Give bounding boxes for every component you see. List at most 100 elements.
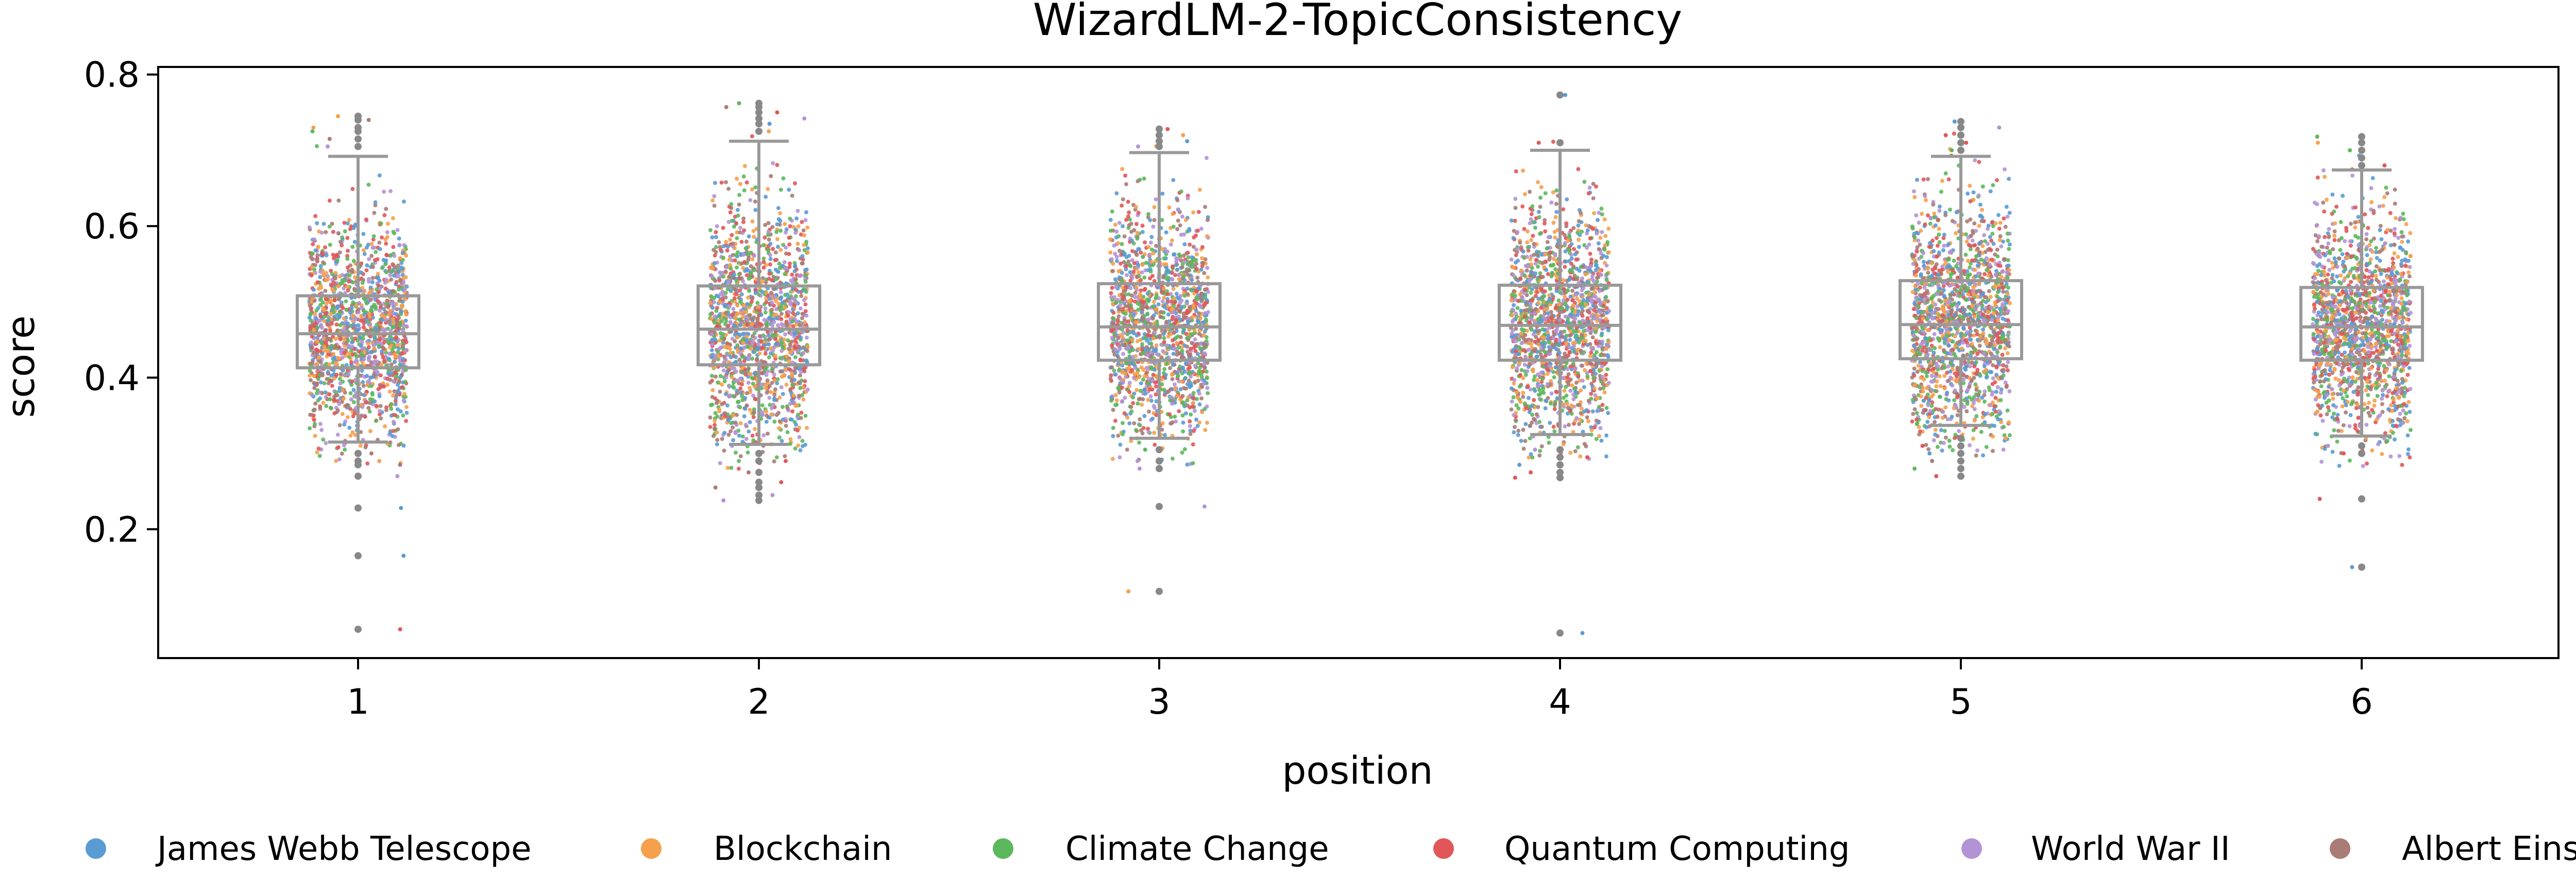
strip-point bbox=[764, 420, 769, 424]
strip-point bbox=[735, 312, 739, 317]
strip-point bbox=[728, 429, 733, 434]
strip-point bbox=[1116, 241, 1120, 246]
strip-point bbox=[787, 347, 791, 351]
strip-point bbox=[755, 316, 760, 321]
strip-point bbox=[390, 434, 395, 438]
strip-point bbox=[1170, 238, 1174, 243]
strip-point bbox=[1199, 396, 1204, 401]
strip-point bbox=[770, 493, 775, 497]
strip-point bbox=[1113, 403, 1118, 407]
strip-point bbox=[710, 305, 715, 310]
strip-point bbox=[1127, 390, 1132, 394]
strip-point bbox=[790, 383, 794, 387]
strip-point bbox=[1108, 376, 1113, 381]
strip-point bbox=[772, 419, 777, 424]
strip-point bbox=[747, 234, 751, 239]
strip-point bbox=[345, 254, 350, 258]
strip-point bbox=[790, 194, 794, 198]
strip-point bbox=[359, 314, 364, 318]
strip-point bbox=[348, 407, 353, 411]
strip-point bbox=[379, 313, 384, 318]
strip-point bbox=[748, 313, 752, 317]
strip-point bbox=[395, 407, 400, 411]
strip-point bbox=[308, 369, 312, 373]
strip-point bbox=[401, 250, 405, 255]
strip-point bbox=[1127, 421, 1132, 426]
strip-point bbox=[362, 393, 366, 398]
strip-point bbox=[779, 439, 784, 443]
strip-point bbox=[713, 181, 717, 185]
strip-point bbox=[761, 256, 766, 261]
strip-point bbox=[776, 245, 780, 249]
strip-point bbox=[737, 101, 741, 106]
strip-point bbox=[736, 213, 740, 218]
strip-point bbox=[1170, 456, 1175, 461]
strip-point bbox=[350, 379, 354, 384]
strip-point bbox=[1114, 229, 1119, 234]
strip-point bbox=[804, 267, 809, 272]
strip-point bbox=[759, 386, 764, 390]
strip-point bbox=[1604, 406, 1609, 410]
strip-point bbox=[1109, 257, 1114, 262]
strip-point bbox=[393, 402, 398, 407]
strip-point bbox=[359, 402, 364, 407]
strip-point bbox=[1512, 303, 1516, 307]
strip-point bbox=[1138, 423, 1142, 427]
strip-point bbox=[318, 297, 323, 302]
strip-point bbox=[1140, 223, 1145, 228]
strip-point bbox=[395, 307, 399, 312]
strip-point bbox=[796, 380, 801, 385]
strip-point bbox=[353, 433, 358, 437]
strip-point bbox=[783, 332, 787, 337]
strip-point bbox=[1141, 300, 1146, 305]
strip-point bbox=[403, 379, 408, 384]
strip-point bbox=[326, 274, 330, 279]
strip-point bbox=[404, 340, 409, 344]
strip-point bbox=[738, 454, 743, 458]
strip-point bbox=[371, 265, 375, 269]
strip-point bbox=[1192, 409, 1197, 413]
strip-point bbox=[774, 455, 779, 460]
strip-point bbox=[1201, 333, 1206, 337]
strip-point bbox=[779, 349, 784, 353]
strip-point bbox=[395, 474, 400, 478]
strip-point bbox=[1122, 411, 1127, 416]
strip-point bbox=[1182, 242, 1187, 247]
strip-point bbox=[322, 307, 327, 312]
strip-point bbox=[1523, 439, 1528, 443]
strip-point bbox=[310, 346, 314, 350]
strip-point bbox=[1111, 310, 1116, 315]
strip-point bbox=[316, 319, 320, 323]
strip-point bbox=[755, 301, 760, 305]
strip-point bbox=[367, 291, 372, 296]
strip-point bbox=[1170, 401, 1174, 406]
strip-point bbox=[331, 230, 335, 234]
strip-point bbox=[779, 369, 784, 374]
strip-point bbox=[313, 355, 318, 359]
strip-point bbox=[714, 235, 718, 239]
strip-point bbox=[1205, 266, 1210, 270]
strip-point bbox=[337, 250, 342, 255]
strip-point bbox=[349, 306, 354, 310]
strip-point bbox=[1159, 315, 1163, 319]
strip-point bbox=[1164, 277, 1169, 281]
strip-point bbox=[1188, 393, 1193, 398]
strip-point bbox=[715, 430, 719, 435]
strip-point bbox=[400, 272, 405, 277]
strip-point bbox=[368, 401, 372, 405]
strip-point bbox=[1553, 235, 1557, 240]
strip-point bbox=[401, 361, 406, 366]
strip-point bbox=[766, 233, 770, 237]
strip-point bbox=[783, 367, 788, 372]
strip-point bbox=[1511, 236, 1516, 240]
strip-point bbox=[375, 340, 380, 344]
strip-point bbox=[1181, 429, 1185, 434]
strip-point bbox=[391, 428, 396, 433]
strip-point bbox=[388, 329, 393, 333]
strip-point bbox=[799, 294, 804, 298]
strip-point bbox=[397, 343, 401, 348]
strip-point bbox=[353, 360, 358, 365]
strip-point bbox=[708, 380, 713, 385]
strip-point bbox=[1115, 319, 1120, 324]
strip-point bbox=[318, 275, 323, 280]
